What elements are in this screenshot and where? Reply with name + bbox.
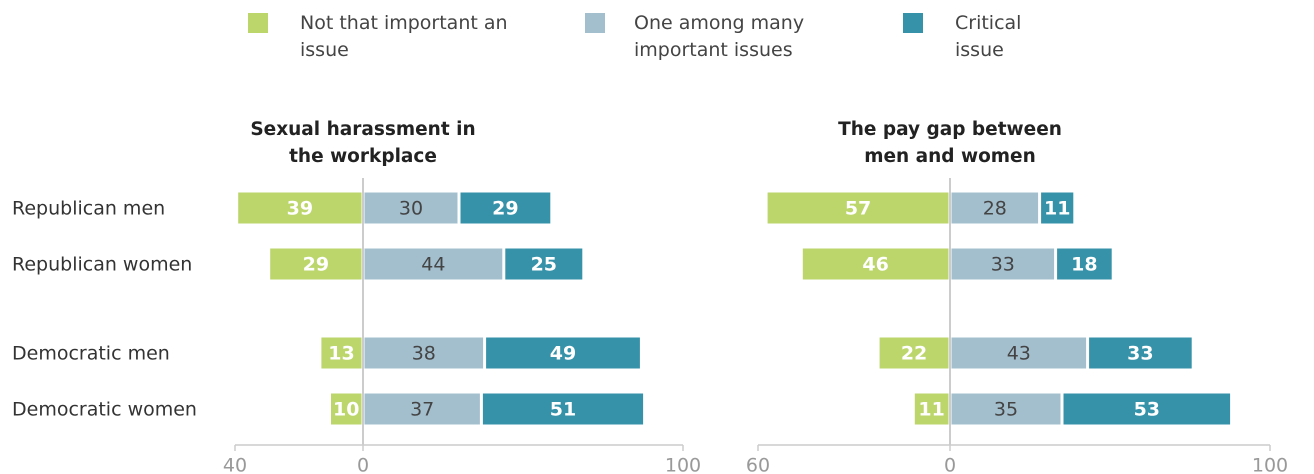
bar-segment: [238, 192, 362, 224]
data-label: 35: [994, 399, 1018, 421]
data-label: 33: [991, 254, 1015, 276]
data-label: 13: [328, 343, 354, 365]
bar-segment: [879, 337, 949, 369]
bar-segment: [1089, 337, 1192, 369]
bar-segment: [802, 248, 949, 280]
x-tick-label: 100: [1252, 455, 1288, 474]
data-label: 29: [303, 254, 329, 276]
data-label: 18: [1071, 254, 1097, 276]
bar-segment: [1041, 192, 1074, 224]
bar-segment: [951, 248, 1055, 280]
bar-segment: [951, 393, 1061, 425]
data-label: 46: [862, 254, 888, 276]
legend-label: Not that important an issue: [300, 12, 508, 61]
bar-segment: [331, 393, 362, 425]
legend-swatch: [585, 13, 605, 33]
bar-segment: [1057, 248, 1112, 280]
category-label: Democratic women: [12, 399, 197, 421]
data-label: 22: [901, 343, 927, 365]
bar-segment: [914, 393, 949, 425]
legend-label: Critical issue: [955, 12, 1022, 61]
bar-segment: [1063, 393, 1231, 425]
x-tick-label: 0: [944, 455, 956, 474]
bar-segment: [482, 393, 644, 425]
category-label: Republican men: [12, 198, 165, 220]
x-tick-label: 0: [357, 455, 369, 474]
data-label: 10: [333, 399, 359, 421]
data-label: 43: [1007, 343, 1031, 365]
legend-label: One among many important issues: [634, 12, 805, 61]
bar-segment: [321, 337, 362, 369]
data-label: 28: [983, 198, 1007, 220]
data-label: 53: [1134, 399, 1160, 421]
data-label: 11: [1044, 198, 1070, 220]
data-label: 30: [399, 198, 423, 220]
data-label: 29: [492, 198, 518, 220]
bar-segment: [767, 192, 949, 224]
chart-title: The pay gap between men and women: [838, 119, 1062, 167]
bar-segment: [460, 192, 551, 224]
bar-segment: [270, 248, 362, 280]
data-label: 11: [918, 399, 944, 421]
data-label: 39: [287, 198, 313, 220]
bar-segment: [364, 337, 484, 369]
bar-segment: [364, 248, 503, 280]
data-label: 38: [412, 343, 436, 365]
bar-segment: [364, 393, 480, 425]
x-tick-label: 60: [746, 455, 770, 474]
data-label: 57: [845, 198, 871, 220]
data-label: 49: [550, 343, 576, 365]
legend-swatch: [248, 13, 268, 33]
data-label: 33: [1127, 343, 1153, 365]
x-tick-label: 40: [223, 455, 247, 474]
category-label: Republican women: [12, 254, 192, 276]
bar-segment: [486, 337, 640, 369]
legend-swatch: [903, 13, 923, 33]
data-label: 51: [550, 399, 576, 421]
x-tick-label: 100: [665, 455, 701, 474]
data-label: 37: [410, 399, 434, 421]
bar-segment: [364, 192, 458, 224]
bar-segment: [951, 192, 1039, 224]
bar-segment: [505, 248, 583, 280]
data-label: 44: [421, 254, 445, 276]
bar-segment: [951, 337, 1087, 369]
chart-title: Sexual harassment in the workplace: [250, 119, 476, 167]
data-label: 25: [531, 254, 557, 276]
category-label: Democratic men: [12, 343, 170, 365]
